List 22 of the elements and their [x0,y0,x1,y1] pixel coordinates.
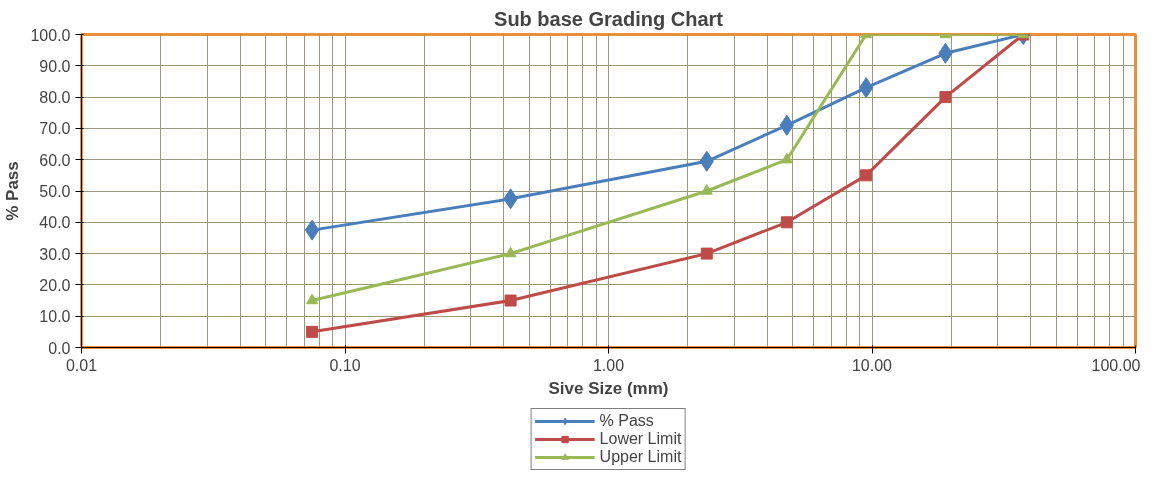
y-tick-label: 10.0 [39,308,71,326]
y-tick-label: 60.0 [39,151,71,169]
x-tick-label: 100.00 [1091,356,1141,374]
y-tick-label: 70.0 [39,120,71,138]
x-tick-label: 1.00 [592,356,625,374]
y-axis-title: % Pass [3,161,23,221]
x-tick-label: 0.01 [65,356,98,374]
legend-label: Upper Limit [599,448,682,466]
y-tick-label: 20.0 [39,276,71,294]
x-tick-label: 10.00 [851,356,893,374]
y-tick-label: 100.0 [30,26,71,44]
legend-label: % Pass [599,412,654,430]
y-tick-label: 80.0 [39,89,71,107]
y-tick-label: 0.0 [48,339,71,357]
y-tick-label: 30.0 [39,245,71,263]
x-axis-title: Sive Size (mm) [548,378,669,398]
chart-title: Sub base Grading Chart [494,7,724,30]
y-tick-label: 40.0 [39,214,71,232]
y-tick-label: 90.0 [39,57,71,75]
y-tick-label: 50.0 [39,183,71,200]
legend-label: Lower Limit [599,430,682,448]
x-tick-label: 0.10 [329,356,361,374]
